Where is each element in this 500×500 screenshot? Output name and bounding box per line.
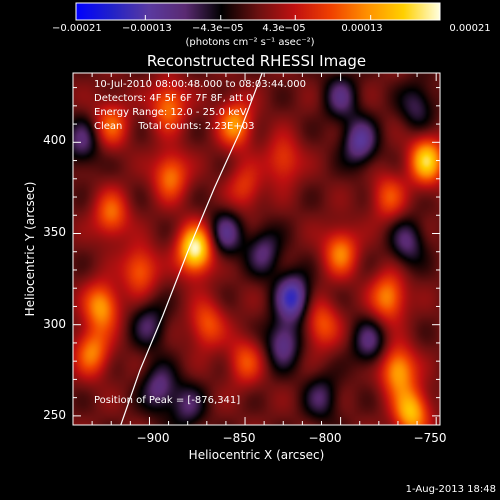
heatmap-image — [73, 73, 440, 425]
colorbar-tick-label-0: −0.00021 — [52, 23, 102, 34]
x-tick-label-900: −900 — [136, 431, 170, 445]
colorbar-tick-label-1: −0.00013 — [122, 23, 172, 34]
x-tick-label-800: −800 — [308, 431, 342, 445]
colorbar-unit-label: (photons cm⁻² s⁻¹ asec⁻²) — [185, 37, 315, 48]
annotation-clean-counts: Clean Total counts: 2.23E+03 — [94, 121, 255, 132]
colorbar-tick-label-4: 0.00013 — [341, 23, 383, 34]
colorbar — [75, 2, 441, 21]
colorbar-tick-label-2: −4.3e−05 — [192, 23, 244, 34]
solar-limb-curve — [120, 73, 263, 425]
heatmap-raster — [73, 73, 440, 425]
plot-frame — [72, 72, 441, 426]
annotation-detectors: Detectors: 4F 5F 6F 7F 8F, att 0 — [94, 93, 253, 104]
annotation-time-range: 10-Jul-2010 08:00:48.000 to 08:03:44.000 — [94, 79, 306, 90]
y-tick-label-350: 350 — [43, 225, 66, 239]
y-tick-label-300: 300 — [43, 317, 66, 331]
colorbar-tick-label-5: 0.00021 — [449, 23, 491, 34]
annotation-energy-range: Energy Range: 12.0 - 25.0 keV — [94, 107, 247, 118]
axis-ticks — [72, 73, 440, 425]
x-tick-label-750: −750 — [413, 431, 447, 445]
chart-title: Reconstructed RHESSI Image — [146, 52, 367, 70]
generation-date: 1-Aug-2013 18:48 — [405, 484, 496, 495]
y-axis-label: Heliocentric Y (arcsec) — [23, 181, 37, 317]
x-tick-label-850: −850 — [222, 431, 256, 445]
y-tick-label-250: 250 — [43, 408, 66, 422]
colorbar-ticks — [75, 15, 441, 20]
x-axis-label: Heliocentric X (arcsec) — [188, 448, 325, 462]
colorbar-tick-label-3: 4.3e−05 — [262, 23, 306, 34]
annotation-peak-position: Position of Peak = [-876,341] — [94, 395, 241, 406]
y-tick-label-400: 400 — [43, 133, 66, 147]
